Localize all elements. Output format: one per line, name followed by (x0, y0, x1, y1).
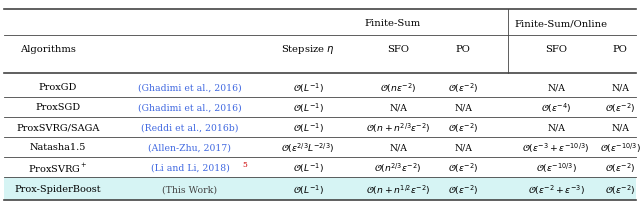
Text: SFO: SFO (545, 45, 567, 54)
FancyBboxPatch shape (4, 177, 636, 200)
Text: N/A: N/A (389, 103, 407, 112)
Text: ProxSGD: ProxSGD (35, 103, 81, 112)
Text: $\mathcal{O}(n+n^{1/2}\epsilon^{-2})$: $\mathcal{O}(n+n^{1/2}\epsilon^{-2})$ (366, 182, 430, 196)
Text: SFO: SFO (387, 45, 409, 54)
Text: N/A: N/A (611, 83, 629, 92)
Text: $\mathcal{O}(\epsilon^{-10/3})$: $\mathcal{O}(\epsilon^{-10/3})$ (600, 140, 640, 154)
Text: (Ghadimi et al., 2016): (Ghadimi et al., 2016) (138, 103, 242, 112)
Text: PO: PO (612, 45, 627, 54)
Text: Finite-Sum: Finite-Sum (365, 19, 421, 28)
Text: 5: 5 (242, 160, 247, 168)
Text: (Ghadimi et al., 2016): (Ghadimi et al., 2016) (138, 83, 242, 92)
Text: Prox-SpiderBoost: Prox-SpiderBoost (15, 185, 101, 194)
Text: $\mathcal{O}(\epsilon^{-2}+\epsilon^{-3})$: $\mathcal{O}(\epsilon^{-2}+\epsilon^{-3}… (527, 182, 584, 196)
Text: N/A: N/A (454, 103, 472, 112)
Text: N/A: N/A (547, 123, 565, 132)
Text: Algorithms: Algorithms (20, 45, 76, 54)
Text: (Reddi et al., 2016b): (Reddi et al., 2016b) (141, 123, 239, 132)
Text: $\mathcal{O}(\epsilon^{-2})$: $\mathcal{O}(\epsilon^{-2})$ (605, 101, 635, 114)
Text: (This Work): (This Work) (163, 185, 218, 194)
Text: ProxSVRG$^+$: ProxSVRG$^+$ (28, 161, 88, 174)
Text: $\mathcal{O}(\epsilon^{-2})$: $\mathcal{O}(\epsilon^{-2})$ (448, 182, 478, 196)
Text: $\mathcal{O}(\epsilon^{2/3}L^{-2/3})$: $\mathcal{O}(\epsilon^{2/3}L^{-2/3})$ (282, 140, 335, 154)
Text: $\mathcal{O}(\epsilon^{-10/3})$: $\mathcal{O}(\epsilon^{-10/3})$ (536, 160, 577, 174)
Text: Natasha1.5: Natasha1.5 (30, 143, 86, 152)
Text: $\mathcal{O}(\epsilon^{-2})$: $\mathcal{O}(\epsilon^{-2})$ (605, 160, 635, 174)
Text: ProxSVRG/SAGA: ProxSVRG/SAGA (16, 123, 100, 132)
Text: N/A: N/A (611, 123, 629, 132)
Text: $\mathcal{O}(\epsilon^{-2})$: $\mathcal{O}(\epsilon^{-2})$ (605, 182, 635, 196)
Text: $\mathcal{O}(\epsilon^{-3}+\epsilon^{-10/3})$: $\mathcal{O}(\epsilon^{-3}+\epsilon^{-10… (522, 140, 589, 154)
Text: $\mathcal{O}(L^{-1})$: $\mathcal{O}(L^{-1})$ (292, 160, 323, 174)
Text: N/A: N/A (547, 83, 565, 92)
Text: $\mathcal{O}(\epsilon^{-2})$: $\mathcal{O}(\epsilon^{-2})$ (448, 121, 478, 134)
Text: $\mathcal{O}(n\epsilon^{-2})$: $\mathcal{O}(n\epsilon^{-2})$ (380, 81, 416, 94)
Text: (Li and Li, 2018): (Li and Li, 2018) (150, 163, 229, 172)
Text: $\mathcal{O}(L^{-1})$: $\mathcal{O}(L^{-1})$ (292, 81, 323, 94)
Text: $\mathcal{O}(\epsilon^{-2})$: $\mathcal{O}(\epsilon^{-2})$ (448, 81, 478, 94)
Text: $\mathcal{O}(\epsilon^{-4})$: $\mathcal{O}(\epsilon^{-4})$ (541, 101, 571, 114)
Text: $\mathcal{O}(n^{2/3}\epsilon^{-2})$: $\mathcal{O}(n^{2/3}\epsilon^{-2})$ (374, 160, 422, 174)
Text: N/A: N/A (454, 143, 472, 152)
Text: Stepsize $\eta$: Stepsize $\eta$ (281, 43, 335, 56)
Text: $\mathcal{O}(L^{-1})$: $\mathcal{O}(L^{-1})$ (292, 101, 323, 114)
Text: $\mathcal{O}(n+n^{2/3}\epsilon^{-2})$: $\mathcal{O}(n+n^{2/3}\epsilon^{-2})$ (365, 121, 430, 134)
Text: $\mathcal{O}(L^{-1})$: $\mathcal{O}(L^{-1})$ (292, 121, 323, 134)
Text: ProxGD: ProxGD (39, 83, 77, 92)
Text: N/A: N/A (389, 143, 407, 152)
Text: (Allen-Zhu, 2017): (Allen-Zhu, 2017) (148, 143, 232, 152)
Text: $\mathcal{O}(\epsilon^{-2})$: $\mathcal{O}(\epsilon^{-2})$ (448, 160, 478, 174)
Text: Finite-Sum/Online: Finite-Sum/Online (515, 19, 607, 28)
Text: $\mathcal{O}(L^{-1})$: $\mathcal{O}(L^{-1})$ (292, 182, 323, 196)
Text: PO: PO (456, 45, 470, 54)
